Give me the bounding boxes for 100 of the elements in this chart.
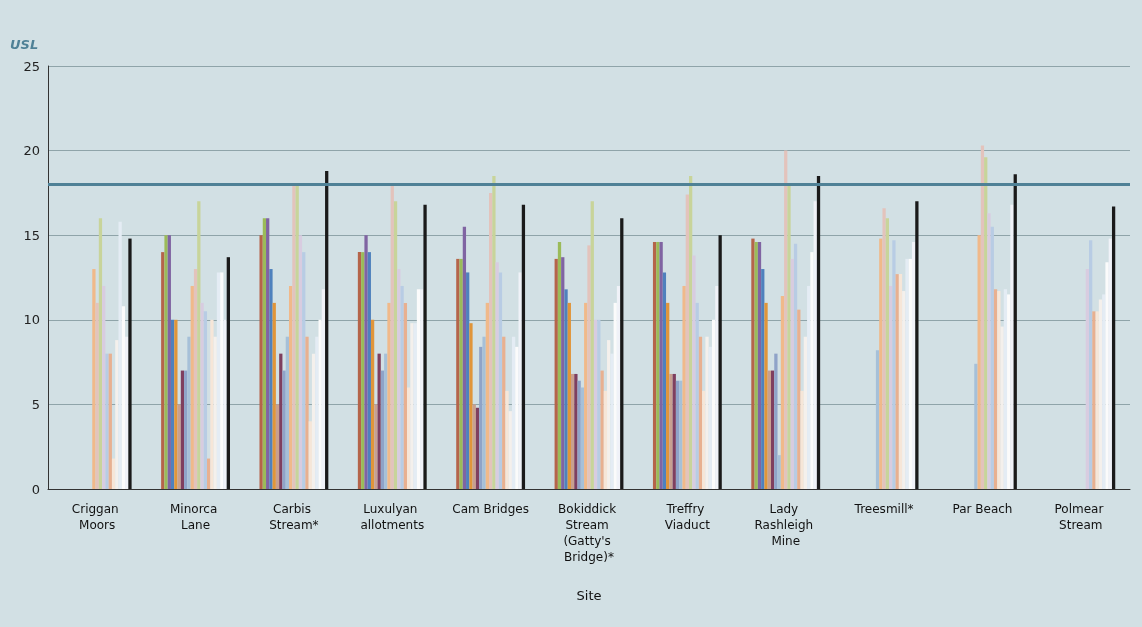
bar [266,218,270,489]
bar [702,390,706,489]
bar [793,243,798,489]
bar [367,252,371,489]
bar [311,353,316,489]
bar [689,175,693,489]
bar [875,350,880,489]
bar [489,192,493,489]
bar [987,213,991,489]
bar [879,238,883,489]
y-tick-label: 25 [23,58,40,74]
bar [187,336,191,489]
bar [190,285,194,489]
bar [666,302,670,489]
x-tick-label: Treesmill* [853,502,914,516]
bar [1085,269,1090,489]
bar [593,319,598,489]
bar [285,336,289,489]
x-axis-title: Site [576,588,602,603]
x-tick-label: Minorca Lane [170,502,222,532]
bar [679,380,683,489]
bar [210,319,214,489]
bar [761,269,765,489]
bar [364,235,368,489]
bar [420,289,424,489]
bar [400,285,404,489]
x-tick-label: Treffry Viaduct [664,502,711,532]
bar [1013,174,1017,489]
bar [397,269,401,489]
y-tick-label: 5 [31,396,40,412]
bar [692,255,696,489]
bar [652,241,657,489]
bar [174,319,178,489]
bar [462,226,467,489]
bar [466,272,470,489]
bar [475,407,480,489]
bar [767,370,771,489]
bar [482,336,486,489]
x-tick-label: Cam Bridges [452,502,529,516]
bar [790,258,794,489]
bar [305,336,309,489]
x-tick-label: Criggan Moors [71,502,123,532]
bar [895,274,899,489]
bar [485,302,489,489]
bar [203,311,208,489]
bar [407,387,411,489]
bar [980,145,985,489]
bar [272,302,276,489]
bar [170,319,175,489]
bar [216,272,221,489]
bar [472,404,476,489]
bar [911,241,916,489]
bar [889,285,893,489]
x-tick-label: Bokiddick Stream (Gatty's Bridge)* [558,502,620,564]
bar [567,302,571,489]
y-tick-label: 0 [31,481,40,497]
bar [1098,299,1103,489]
bar [387,302,391,489]
bar [718,235,722,489]
bar [479,346,483,489]
bar [269,269,273,489]
bar [1003,289,1008,489]
x-tick-label: Luxulyan allotments [360,502,425,532]
bar [800,390,804,489]
bar [574,373,578,489]
bar [380,370,385,489]
bar [325,170,329,489]
bar [390,184,394,489]
bar [184,370,188,489]
bar [780,296,785,489]
bar [321,289,326,489]
bar [807,285,811,489]
bar [95,302,99,489]
bar [1010,204,1014,489]
bar [403,302,408,489]
bar [361,252,365,489]
bar [770,370,775,489]
bar [577,380,581,489]
bar [518,272,522,489]
bar [600,370,604,489]
bar [898,274,903,489]
y-tick-label: 15 [23,227,40,243]
bar [915,201,919,489]
bar [288,285,293,489]
bar [226,257,230,489]
bar [374,404,378,489]
bar [561,257,565,489]
bar [469,323,473,489]
bar [616,285,621,489]
bar [197,201,201,489]
bar [505,390,509,489]
bar [384,353,388,489]
bar [98,218,103,489]
bar [1108,238,1112,489]
bar [882,208,886,489]
bar [416,289,421,489]
bar [816,175,821,489]
bar [787,184,791,489]
bar [161,252,165,489]
bar [620,218,624,489]
